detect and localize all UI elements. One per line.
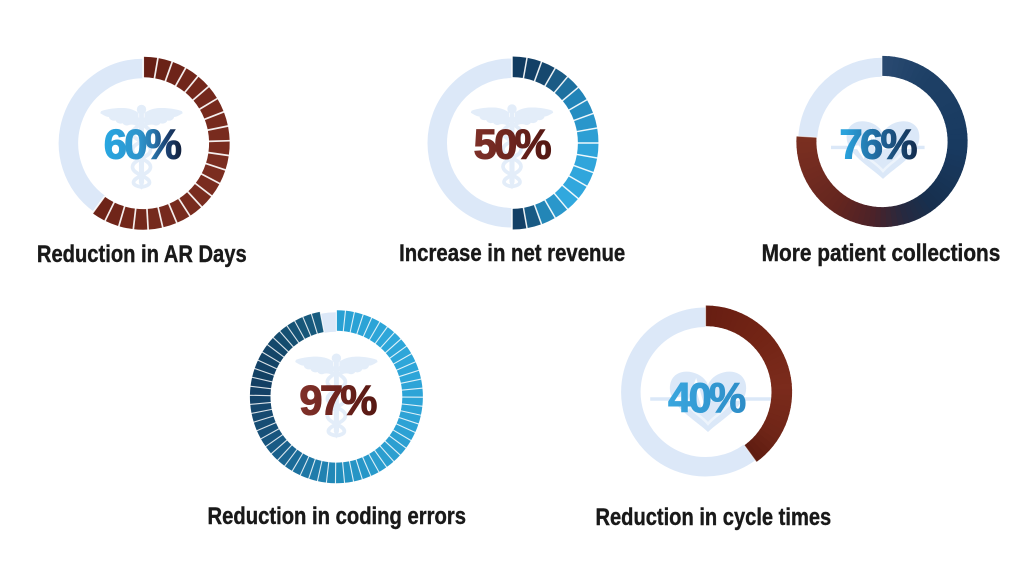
svg-text:76%: 76%: [839, 121, 916, 168]
svg-text:60%: 60%: [104, 121, 181, 168]
svg-text:50%: 50%: [474, 121, 551, 168]
svg-text:40%: 40%: [668, 374, 745, 421]
svg-text:97%: 97%: [299, 376, 376, 423]
